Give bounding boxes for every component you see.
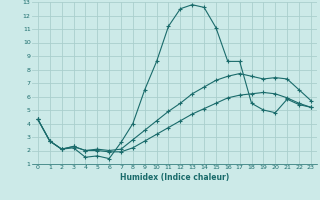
X-axis label: Humidex (Indice chaleur): Humidex (Indice chaleur) [120, 173, 229, 182]
